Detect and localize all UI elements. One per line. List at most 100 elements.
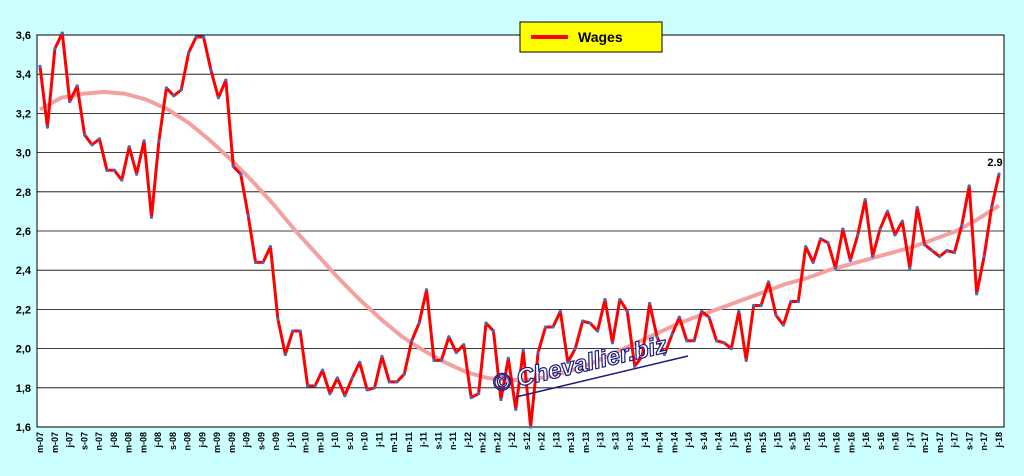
x-tick-label: m-16 — [846, 432, 856, 453]
x-tick-label: j-15 — [773, 432, 783, 449]
data-point — [149, 215, 154, 219]
x-tick-label: j-10 — [330, 432, 340, 449]
data-point — [781, 323, 786, 327]
x-tick-label: j-09 — [242, 432, 252, 449]
data-point — [640, 354, 644, 359]
data-point — [536, 350, 540, 355]
data-point — [759, 303, 763, 308]
x-tick-label: m-17 — [935, 432, 945, 453]
data-point — [521, 348, 525, 353]
x-tick-label: m-16 — [832, 432, 842, 453]
x-tick-label: j-10 — [286, 432, 296, 449]
data-point — [246, 213, 250, 217]
legend: Wages — [519, 21, 663, 53]
data-point — [952, 250, 956, 255]
data-point — [60, 31, 64, 35]
x-tick-label: s-09 — [256, 432, 266, 450]
data-point — [863, 198, 867, 202]
x-tick-label: s-11 — [433, 432, 443, 450]
data-point — [700, 309, 704, 313]
data-point — [967, 184, 971, 188]
x-tick-label: j-16 — [861, 432, 871, 449]
y-tick-label: 2,4 — [16, 265, 32, 277]
data-point — [543, 325, 548, 329]
data-point — [358, 360, 362, 364]
data-point — [127, 145, 131, 149]
x-tick-label: n-09 — [271, 432, 281, 451]
data-point — [38, 64, 42, 68]
data-point — [83, 133, 87, 137]
data-point — [766, 280, 771, 284]
x-tick-label: s-15 — [787, 432, 797, 450]
data-point — [164, 86, 168, 90]
data-point — [633, 364, 637, 368]
data-point — [328, 392, 332, 396]
data-point — [491, 329, 496, 333]
data-point — [930, 249, 934, 253]
data-point — [179, 88, 183, 92]
x-tick-label: s-12 — [522, 432, 532, 450]
x-tick-label: n-11 — [448, 432, 458, 450]
x-tick-label: m-08 — [124, 432, 134, 453]
x-tick-label: j-08 — [153, 432, 163, 449]
data-point — [320, 368, 325, 372]
data-point — [595, 329, 600, 333]
data-point — [915, 205, 919, 210]
data-point — [120, 178, 124, 182]
data-point — [454, 350, 458, 355]
data-point — [982, 254, 986, 259]
x-tick-label: n-08 — [183, 432, 193, 451]
data-point — [610, 341, 615, 345]
data-point — [677, 315, 681, 319]
x-tick-label: j-17 — [950, 432, 960, 449]
data-point — [105, 168, 109, 172]
data-label-last: 2.9 — [987, 157, 1002, 169]
data-point — [53, 47, 57, 51]
y-tick-label: 2,2 — [16, 304, 31, 316]
x-tick-label: s-16 — [876, 432, 886, 450]
data-point — [447, 335, 451, 339]
data-point — [871, 254, 875, 259]
data-point — [826, 241, 830, 245]
data-point — [960, 223, 964, 227]
wages-series — [38, 31, 1001, 429]
y-tick-label: 1,6 — [16, 422, 31, 434]
x-tick-label: j-07 — [65, 432, 75, 449]
data-point — [97, 137, 102, 141]
x-tick-label: j-13 — [551, 432, 561, 449]
x-tick-label: m-14 — [669, 432, 679, 453]
data-point — [789, 299, 793, 304]
data-point — [856, 233, 860, 237]
data-point — [313, 384, 317, 388]
x-tick-label: n-17 — [979, 432, 989, 451]
x-tick-label: m-15 — [758, 432, 768, 453]
data-point — [893, 233, 897, 237]
x-tick-label: j-11 — [374, 432, 384, 448]
data-point — [506, 356, 510, 360]
data-point — [224, 78, 228, 82]
data-point — [439, 358, 444, 362]
data-point — [462, 343, 466, 347]
data-point — [410, 339, 414, 343]
data-point — [201, 35, 206, 39]
data-point — [276, 317, 280, 321]
data-point — [209, 68, 213, 72]
data-point — [923, 243, 927, 247]
data-point — [945, 249, 949, 253]
data-point — [685, 339, 689, 343]
data-point — [350, 376, 354, 380]
data-point — [662, 352, 667, 357]
data-point — [514, 407, 518, 411]
data-point — [387, 380, 392, 384]
x-tick-label: j-14 — [640, 432, 650, 449]
x-tick-label: m-11 — [404, 432, 414, 453]
data-point — [194, 35, 198, 39]
x-tick-label: j-15 — [728, 432, 738, 449]
y-tick-label: 3,6 — [16, 30, 31, 42]
x-tick-label: n-16 — [891, 432, 901, 451]
data-point — [432, 358, 436, 362]
data-point — [283, 352, 287, 357]
data-point — [603, 298, 607, 302]
data-point — [937, 254, 942, 259]
